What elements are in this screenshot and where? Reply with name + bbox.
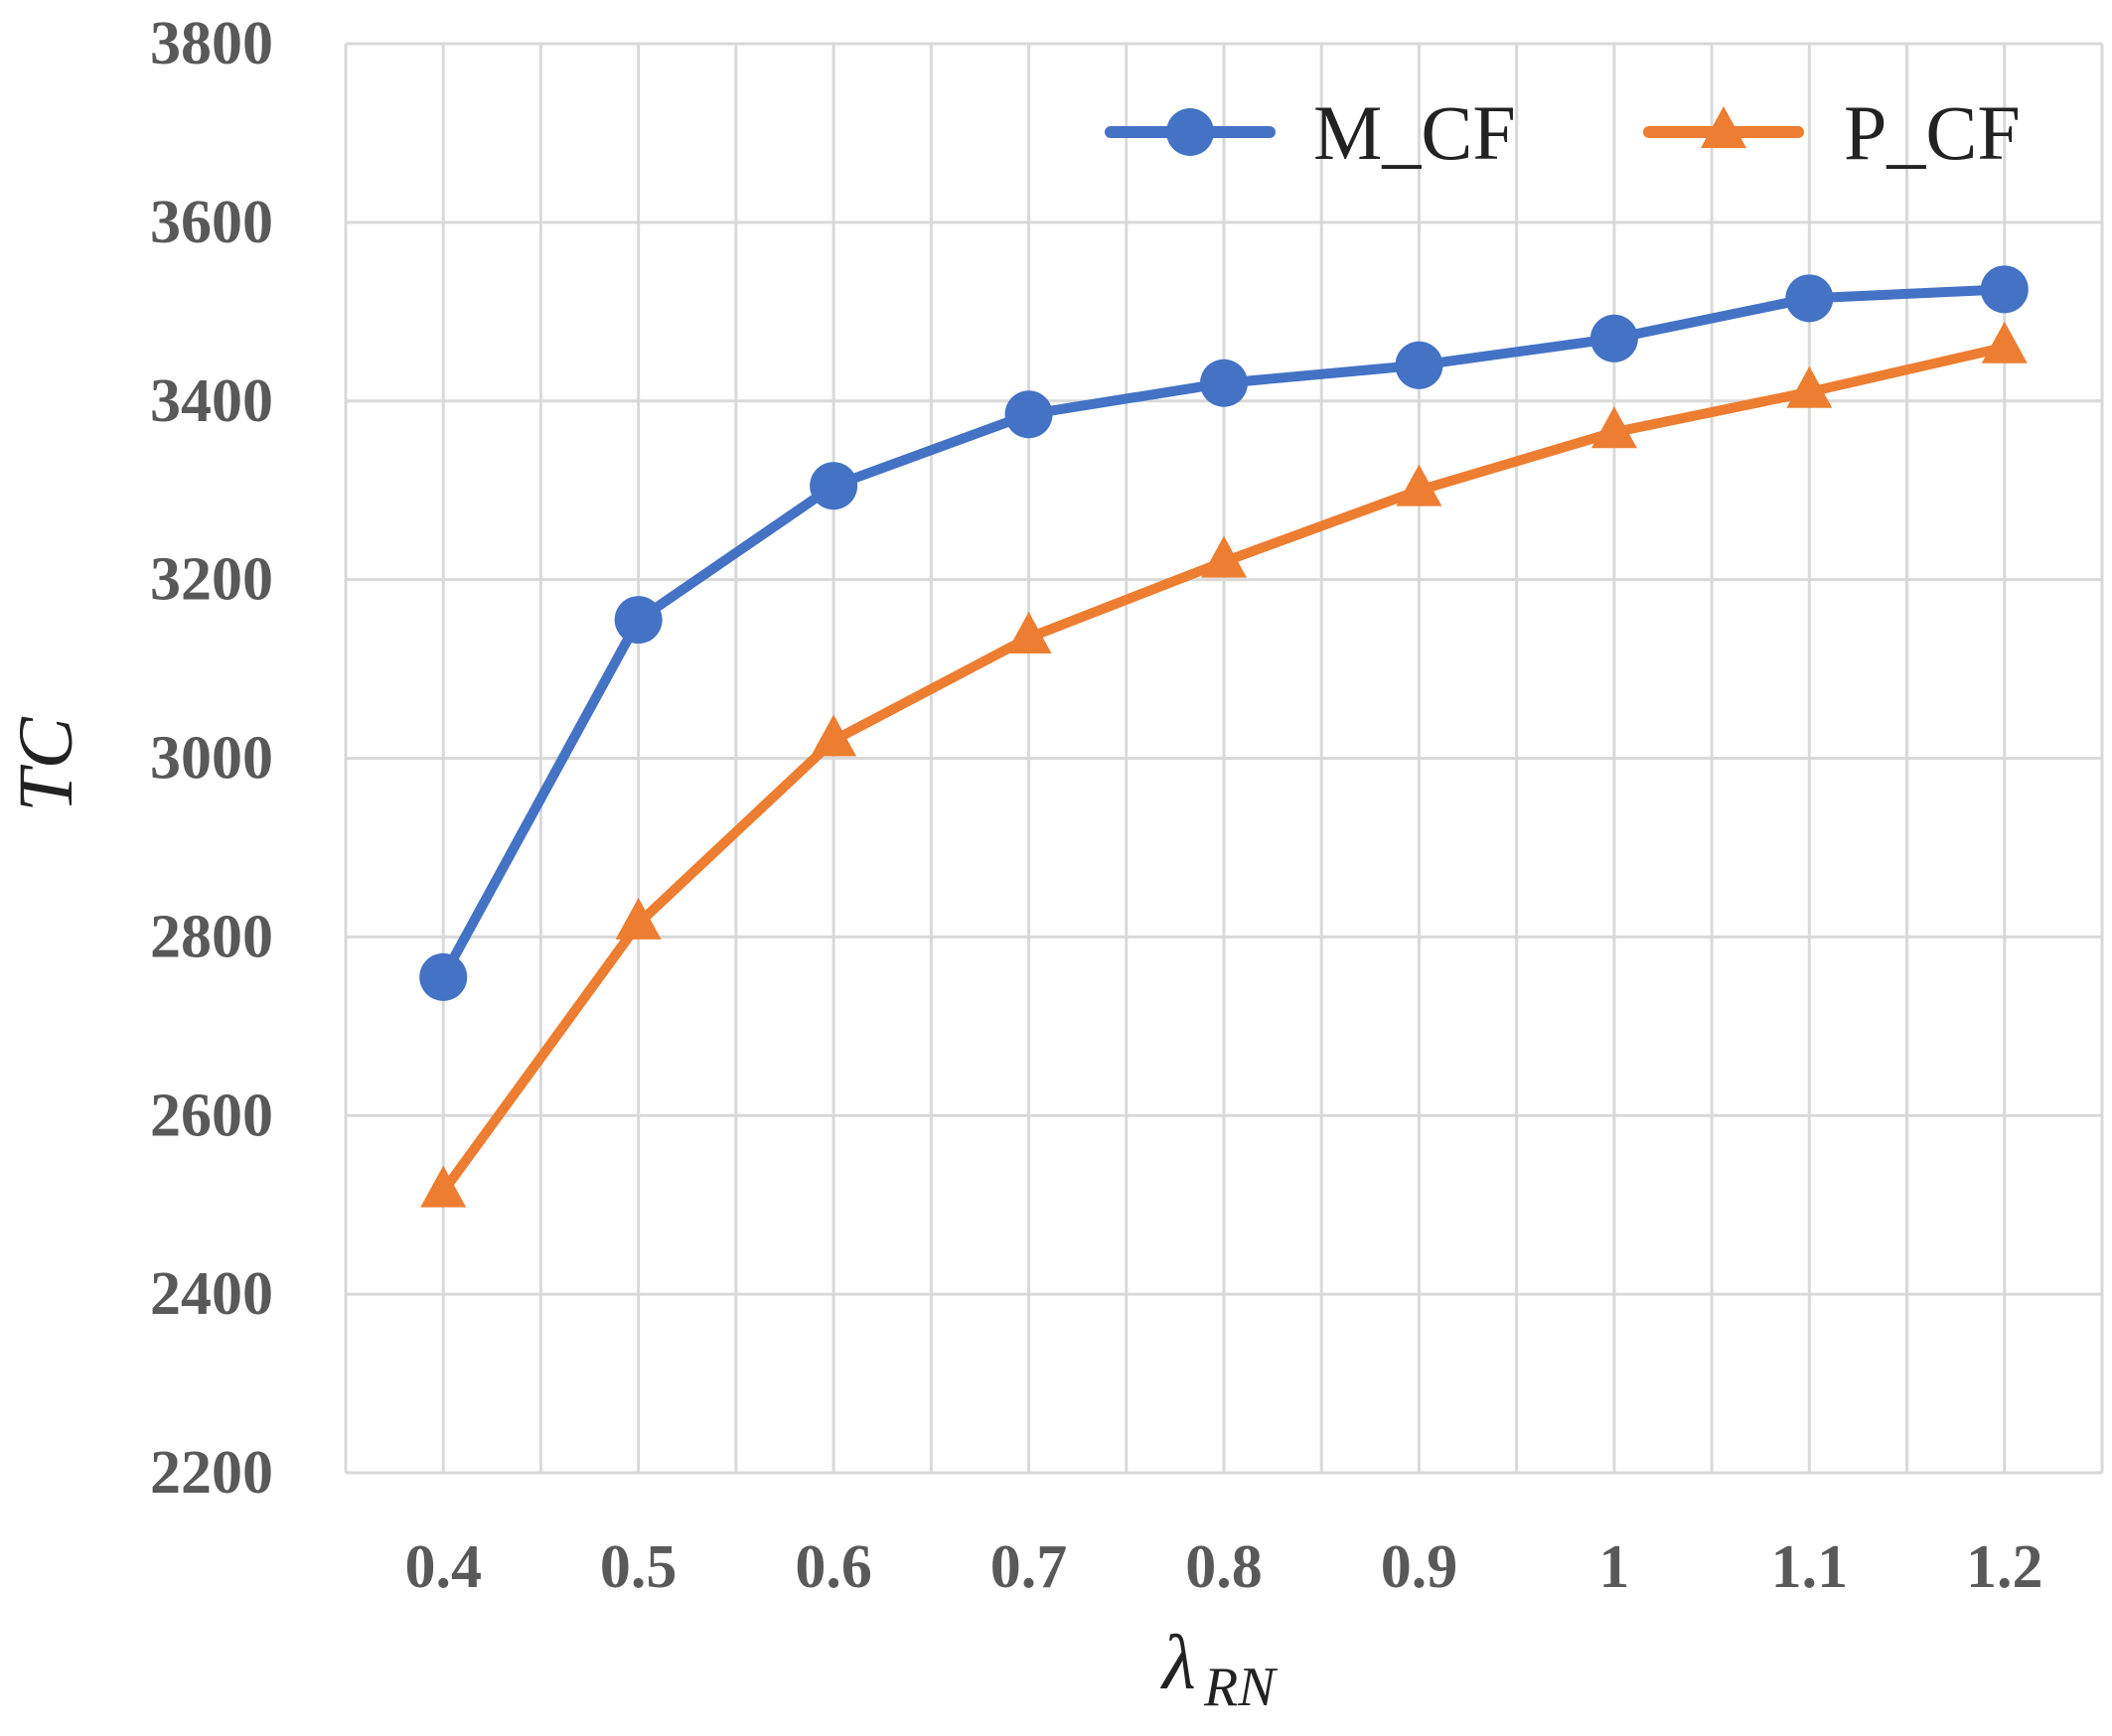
x-axis-title: λ bbox=[1160, 1619, 1196, 1705]
data-point-m-cf bbox=[419, 952, 468, 1001]
data-point-p-cf bbox=[1396, 464, 1442, 506]
legend-label-p-cf: P_CF bbox=[1844, 89, 2021, 176]
y-axis-title: TC bbox=[2, 716, 88, 811]
data-point-p-cf bbox=[1590, 406, 1637, 449]
data-point-m-cf bbox=[1785, 274, 1834, 323]
data-point-p-cf bbox=[615, 897, 662, 940]
data-point-m-cf bbox=[1395, 341, 1443, 389]
y-tick-label: 3600 bbox=[150, 189, 273, 256]
data-point-m-cf bbox=[1200, 359, 1248, 407]
x-tick-label: 1.1 bbox=[1771, 1533, 1849, 1601]
y-tick-label: 2800 bbox=[150, 903, 273, 970]
legend: M_CF P_CF bbox=[1105, 89, 2021, 176]
y-tick-label: 2200 bbox=[150, 1439, 273, 1507]
x-axis-ticks: 0.4 0.5 0.6 0.7 0.8 0.9 1 1.1 1.2 bbox=[404, 1533, 2042, 1601]
x-tick-label: 0.7 bbox=[990, 1533, 1068, 1601]
x-tick-label: 1 bbox=[1598, 1533, 1629, 1601]
gridlines bbox=[344, 42, 2104, 1475]
legend-label-m-cf: M_CF bbox=[1313, 89, 1516, 176]
y-tick-label: 2600 bbox=[150, 1082, 273, 1149]
x-tick-label: 0.6 bbox=[795, 1533, 872, 1601]
x-tick-label: 1.2 bbox=[1966, 1533, 2043, 1601]
x-tick-label: 0.5 bbox=[600, 1533, 678, 1601]
x-tick-label: 0.8 bbox=[1185, 1533, 1263, 1601]
data-point-m-cf bbox=[810, 462, 858, 510]
y-tick-label: 2400 bbox=[150, 1260, 273, 1328]
y-tick-label: 3200 bbox=[150, 546, 273, 614]
data-point-p-cf bbox=[420, 1165, 467, 1208]
data-point-p-cf bbox=[1981, 321, 2028, 363]
data-point-m-cf bbox=[1980, 265, 2029, 314]
data-point-m-cf bbox=[1004, 390, 1053, 439]
data-point-m-cf bbox=[1589, 314, 1638, 362]
data-point-p-cf bbox=[1201, 535, 1247, 578]
y-axis-ticks: 2200 2400 2600 2800 3000 3200 3400 3600 3800 bbox=[150, 10, 273, 1507]
series-group bbox=[419, 265, 2029, 1208]
legend-marker-m-cf bbox=[1166, 108, 1214, 156]
data-point-p-cf bbox=[811, 714, 857, 757]
data-point-m-cf bbox=[614, 596, 663, 645]
y-tick-label: 3400 bbox=[150, 367, 273, 435]
x-axis-title-subscript: RN bbox=[1203, 1657, 1278, 1718]
x-tick-label: 0.9 bbox=[1381, 1533, 1458, 1601]
data-point-p-cf bbox=[1786, 365, 1833, 408]
x-tick-label: 0.4 bbox=[404, 1533, 482, 1601]
data-point-p-cf bbox=[1005, 612, 1052, 654]
y-tick-label: 3800 bbox=[150, 10, 273, 77]
y-tick-label: 3000 bbox=[150, 725, 273, 793]
legend-marker-p-cf bbox=[1701, 105, 1746, 148]
